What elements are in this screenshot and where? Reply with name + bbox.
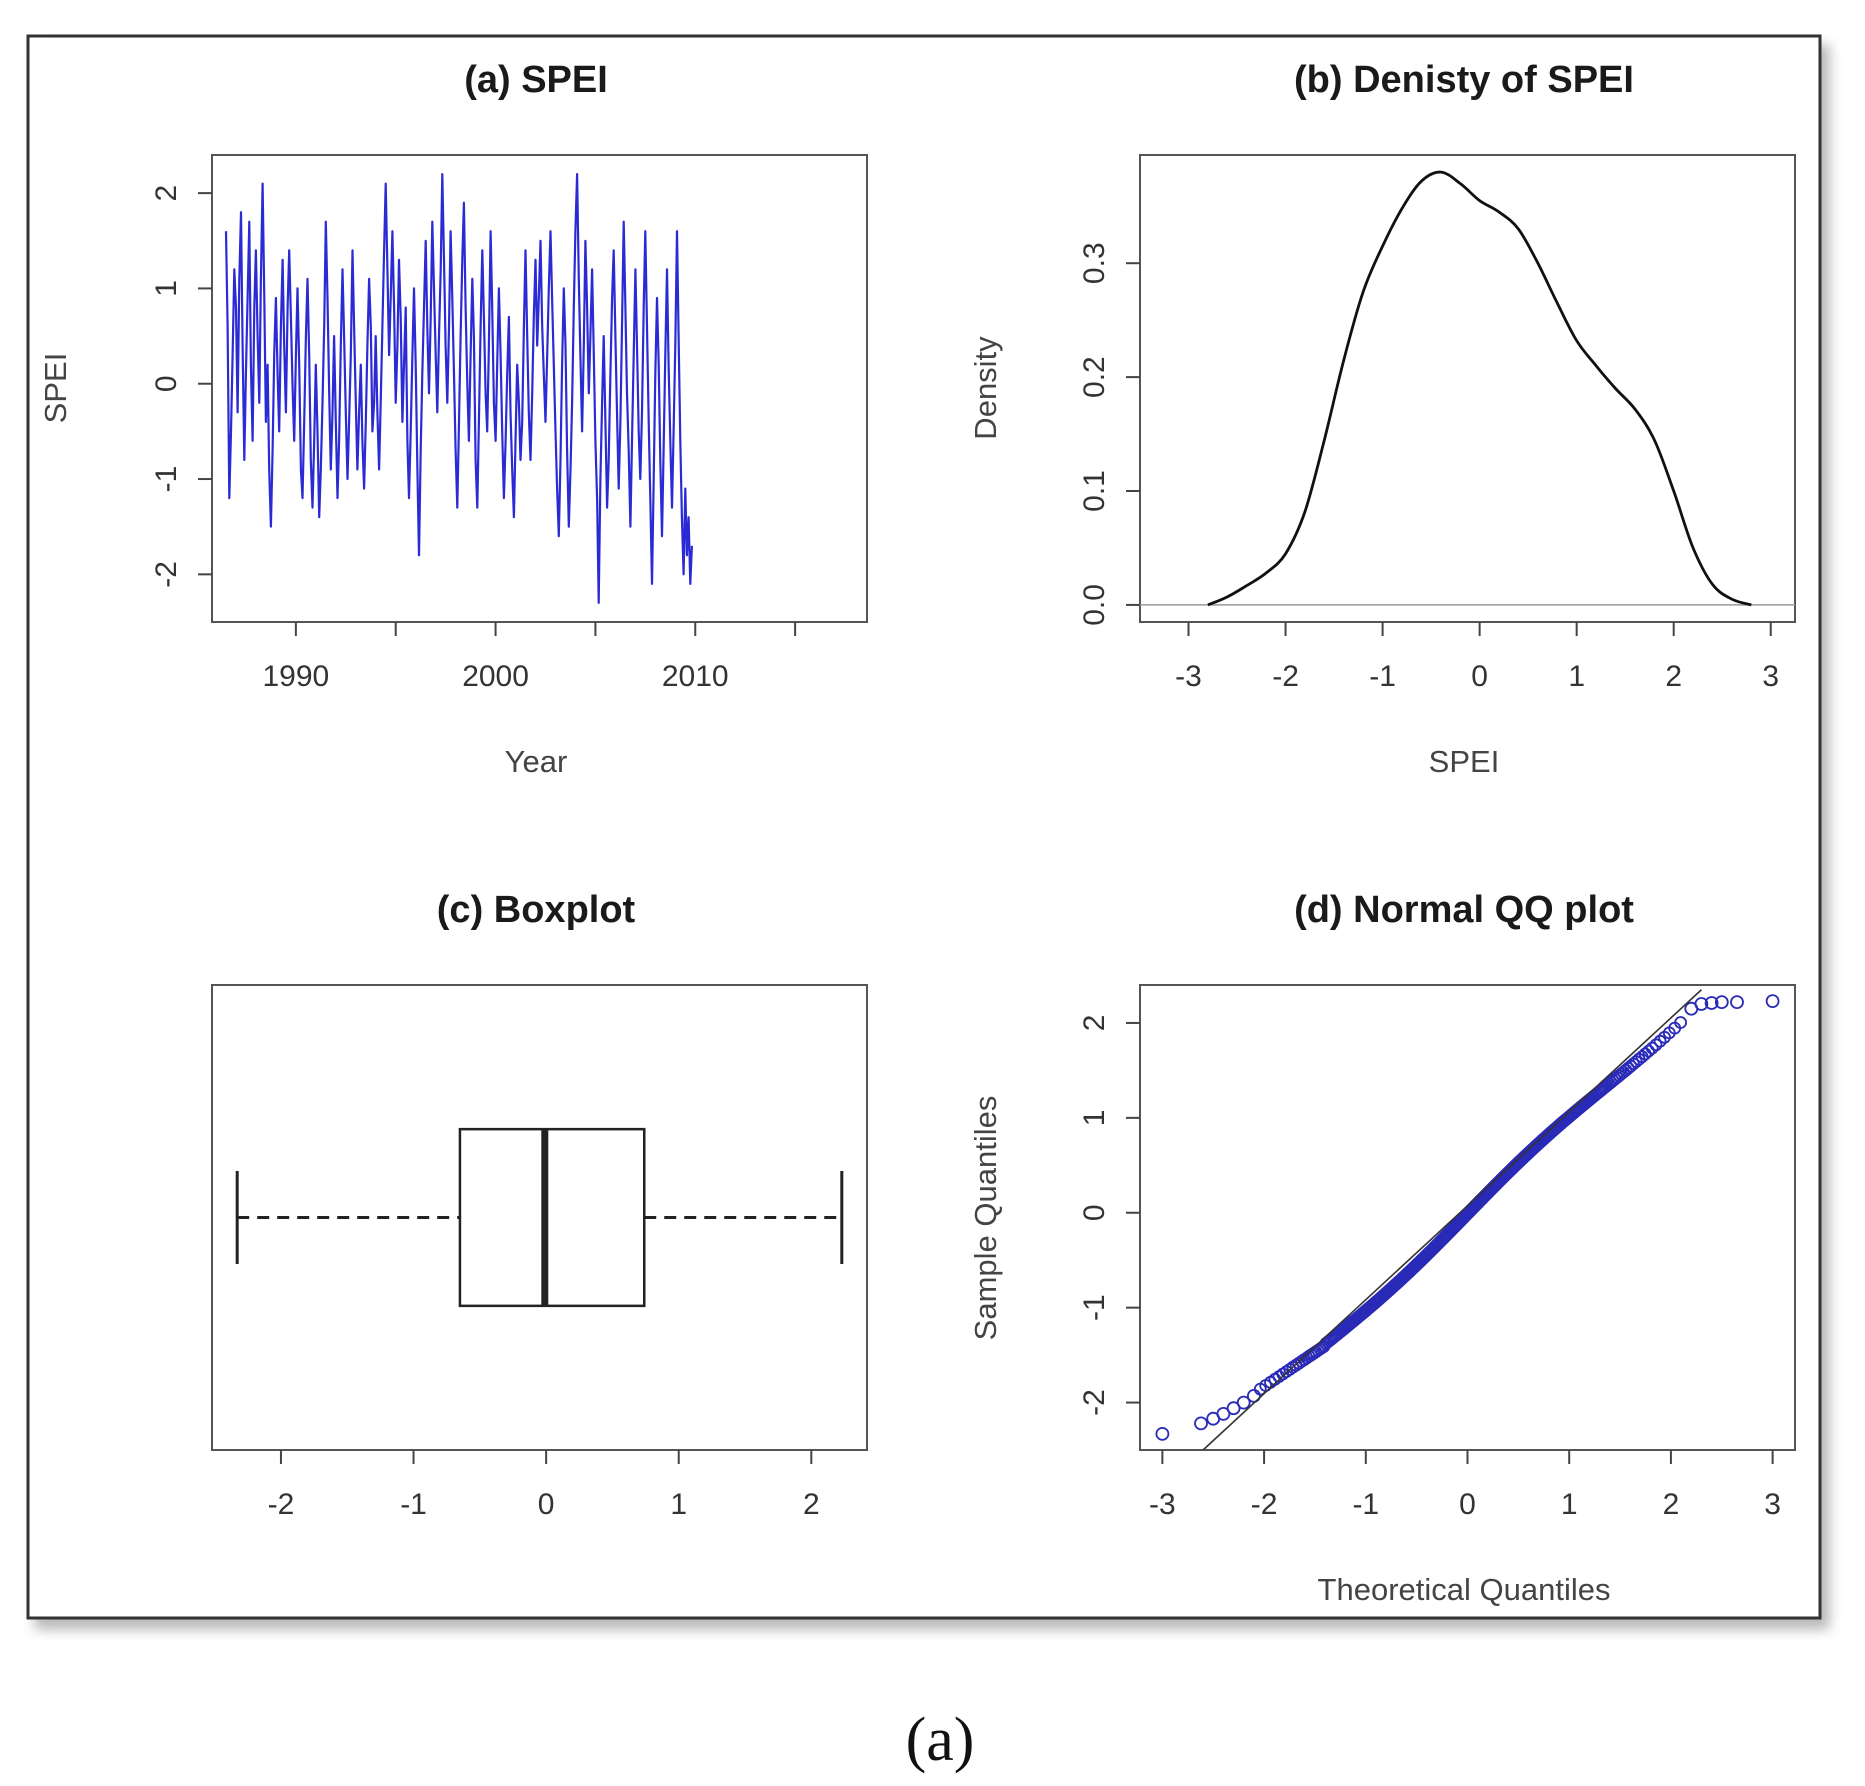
figure-frame bbox=[26, 34, 1822, 1620]
panel-c-xtick-label: 1 bbox=[670, 1488, 687, 1521]
panel-d-xtick-label: 0 bbox=[1459, 1488, 1476, 1521]
panel-d-ytick-label: 1 bbox=[1078, 1110, 1111, 1127]
panel-a-ytick-label: 2 bbox=[150, 185, 183, 202]
panel-b-ytick-label: 0.2 bbox=[1078, 356, 1111, 398]
panel-d-qq-point bbox=[1694, 997, 1709, 1011]
panel-d-qq-point bbox=[1674, 1016, 1687, 1029]
panel-a-title: (a) SPEI bbox=[464, 59, 608, 101]
panel-a-xtick-label: 2010 bbox=[662, 660, 729, 693]
panel-a-ytick-label: 1 bbox=[150, 280, 183, 297]
panel-d-qq-point bbox=[1765, 994, 1780, 1008]
panel-b-xlabel: SPEI bbox=[1429, 744, 1500, 779]
panel-a-xtick-label: 2000 bbox=[462, 660, 529, 693]
panel-b-plot-box bbox=[1139, 154, 1796, 623]
panel-b-ytick-label: 0.3 bbox=[1078, 242, 1111, 284]
panel-d-qq-point bbox=[1236, 1395, 1251, 1410]
panel-d-qq-point bbox=[1649, 1038, 1663, 1052]
panel-a-plot-box bbox=[211, 154, 868, 623]
panel-d-xtick-label: 2 bbox=[1663, 1488, 1680, 1521]
panel-d-qq-point bbox=[1247, 1389, 1261, 1403]
panel-b-title: (b) Denisty of SPEI bbox=[1294, 59, 1634, 101]
panel-d-qq-point bbox=[1714, 995, 1729, 1009]
panel-c-xtick-label: 2 bbox=[803, 1488, 820, 1521]
panel-d-qq-point bbox=[1194, 1416, 1208, 1431]
panel-d-xtick-label: -3 bbox=[1149, 1488, 1176, 1521]
panel-c-iqr-box bbox=[458, 1127, 646, 1308]
panel-d-xtick-label: 3 bbox=[1764, 1488, 1781, 1521]
panel-d-xlabel: Theoretical Quantiles bbox=[1318, 1572, 1611, 1607]
panel-a-series-line bbox=[224, 173, 693, 604]
panel-d-xtick-label: -1 bbox=[1352, 1488, 1379, 1521]
panel-d-ytick-label: -1 bbox=[1078, 1294, 1111, 1321]
panel-b-xtick-label: -2 bbox=[1272, 660, 1299, 693]
panel-c-xtick-label: -2 bbox=[268, 1488, 295, 1521]
panel-d-qq-point bbox=[1642, 1044, 1655, 1058]
panel-b-density-curve bbox=[1207, 170, 1752, 607]
panel-a-ylabel: SPEI bbox=[38, 353, 73, 424]
panel-c-title: (c) Boxplot bbox=[437, 889, 636, 931]
panel-d-reference-line bbox=[1202, 989, 1702, 1451]
panel-d-qq-point bbox=[1155, 1427, 1170, 1441]
panel-a-xlabel: Year bbox=[505, 744, 568, 779]
panel-a-spei-timeseries: (a) SPEI 1990 2000 2010 -2 -1 0 1 2 Year SPEI bbox=[38, 59, 868, 779]
panel-b-xtick-label: 3 bbox=[1762, 660, 1779, 693]
panel-d-xtick-label: -2 bbox=[1251, 1488, 1278, 1521]
panel-c-xtick-label: 0 bbox=[538, 1488, 555, 1521]
panel-d-xtick-label: 1 bbox=[1561, 1488, 1578, 1521]
panel-d-ylabel: Sample Quantiles bbox=[968, 1096, 1003, 1341]
panel-b-ylabel: Density bbox=[968, 336, 1003, 440]
panel-a-ytick-label: -2 bbox=[150, 561, 183, 588]
panel-d-qq-plot: (d) Normal QQ plot -3 -2 -1 0 1 2 3 -2 -1 0 1 2 The… bbox=[968, 889, 1796, 1607]
figure-caption: (a) bbox=[906, 1706, 975, 1774]
panel-b-ytick-label: 0.0 bbox=[1078, 584, 1111, 626]
panel-a-xtick-label: 1990 bbox=[262, 660, 329, 693]
panel-a-ytick-label: 0 bbox=[150, 375, 183, 392]
panel-d-qq-point bbox=[1645, 1041, 1659, 1055]
panel-d-ytick-label: -2 bbox=[1078, 1389, 1111, 1416]
panel-b-xtick-label: 1 bbox=[1568, 660, 1585, 693]
panel-c-xtick-label: -1 bbox=[400, 1488, 427, 1521]
panel-d-title: (d) Normal QQ plot bbox=[1294, 889, 1634, 931]
panel-b-ytick-label: 0.1 bbox=[1078, 470, 1111, 512]
panel-d-ytick-label: 0 bbox=[1078, 1204, 1111, 1221]
panel-b-density: (b) Denisty of SPEI -3 -2 -1 0 1 2 3 0.0 0.1 0.2 0… bbox=[968, 59, 1796, 779]
panel-b-xtick-label: 2 bbox=[1665, 660, 1682, 693]
panel-a-ytick-label: -1 bbox=[150, 466, 183, 493]
panel-d-qq-point bbox=[1226, 1401, 1241, 1416]
panel-d-qq-point bbox=[1704, 996, 1719, 1010]
panel-d-ytick-label: 2 bbox=[1078, 1015, 1111, 1032]
panel-c-boxplot: (c) Boxplot -2 -1 0 1 2 bbox=[211, 889, 868, 1521]
panel-c-plot-box bbox=[211, 984, 868, 1451]
panel-b-xtick-label: -3 bbox=[1175, 660, 1202, 693]
panel-b-xtick-label: -1 bbox=[1369, 660, 1396, 693]
panel-b-xtick-label: 0 bbox=[1471, 660, 1488, 693]
panel-d-qq-point bbox=[1216, 1407, 1231, 1421]
panel-d-qq-point bbox=[1730, 995, 1744, 1009]
